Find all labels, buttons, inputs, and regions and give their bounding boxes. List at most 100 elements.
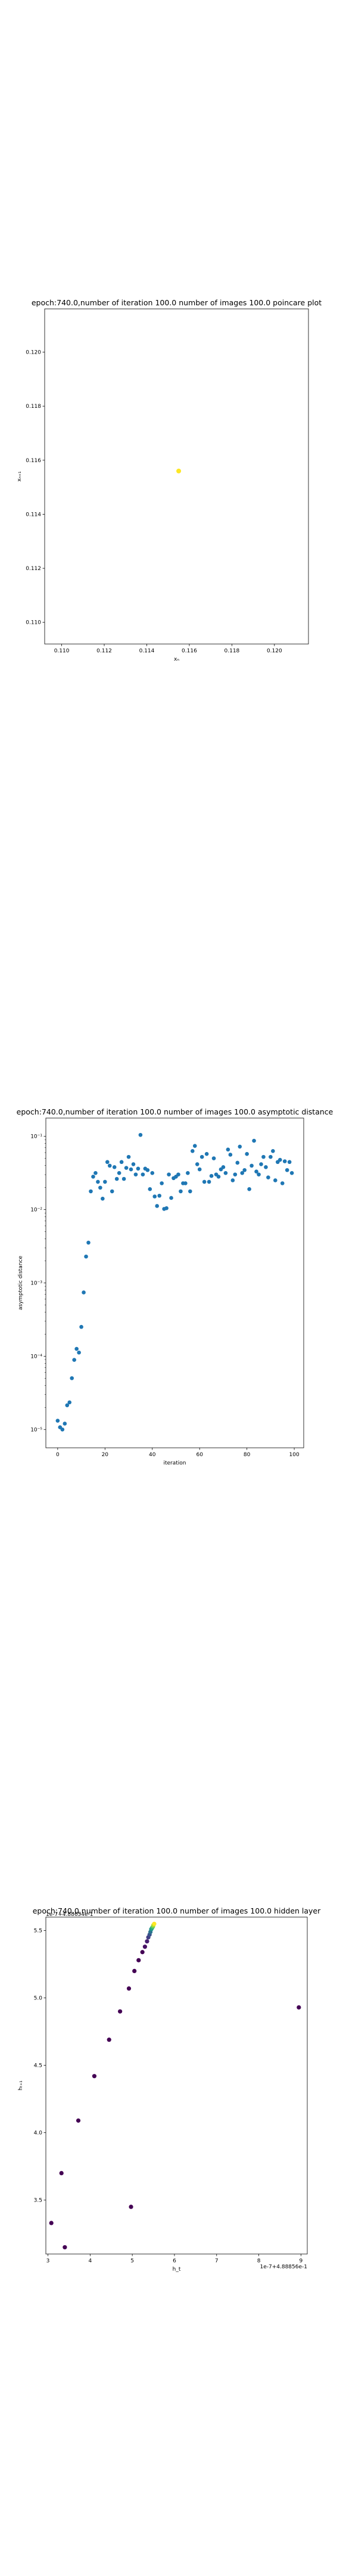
data-point (63, 1422, 67, 1426)
x-tick-label: 20 (102, 1452, 109, 1458)
data-point (216, 1175, 221, 1179)
data-point (63, 2245, 67, 2250)
y-tick-label: 0.114 (26, 512, 41, 518)
y-tick-label: 0.116 (26, 458, 41, 464)
data-point (297, 2005, 301, 2010)
data-point (86, 1240, 91, 1245)
data-point (176, 468, 182, 473)
data-point (285, 1168, 289, 1172)
data-point (199, 1154, 204, 1159)
x-axis-label: xₙ (174, 657, 179, 662)
data-point (136, 1958, 141, 1962)
data-point (70, 1376, 74, 1380)
data-point (107, 1163, 112, 1168)
asymptotic-distance-plot: 0 20 40 60 80 100 10⁻⁵ 10⁻⁴ 10⁻³ 10⁻² 10⁻¹ epoch:74… (17, 1107, 333, 1466)
data-point (79, 1324, 83, 1329)
x-tick-label: 6 (173, 2258, 176, 2264)
data-point (242, 1168, 247, 1172)
data-point (77, 1350, 81, 1355)
data-point (84, 1254, 88, 1259)
poincare-plot: 0.110 0.112 0.114 0.116 0.118 0.120 0.110 0.112… (17, 298, 322, 662)
chart-title: epoch:740.0,number of iteration 100.0 nu… (17, 1107, 333, 1116)
data-point (131, 1162, 136, 1166)
data-point (92, 2074, 97, 2079)
data-point (271, 1149, 275, 1153)
x-tick-label: 0.118 (224, 648, 240, 654)
x-tick-label: 8 (257, 2258, 261, 2264)
data-point (145, 1939, 149, 1944)
data-point (103, 1179, 107, 1184)
x-tick-label: 9 (300, 2258, 303, 2264)
data-point (107, 2038, 111, 2042)
data-point (264, 1165, 268, 1169)
data-point (209, 1174, 214, 1178)
y-offset-text: 1e-7+4.88654e-1 (46, 1912, 93, 1918)
x-tick-label: 40 (149, 1452, 156, 1458)
data-point (60, 1427, 65, 1432)
data-point (117, 1171, 121, 1175)
data-point (105, 1160, 110, 1165)
data-point (183, 1181, 188, 1185)
data-point (110, 1189, 114, 1194)
data-point (72, 1358, 76, 1362)
x-tick-label: 5 (130, 2258, 134, 2264)
data-point (169, 1196, 173, 1200)
data-point (247, 1187, 251, 1191)
y-tick-label: 10⁻³ (30, 1281, 42, 1287)
data-point (238, 1144, 242, 1149)
data-point (287, 1160, 292, 1165)
y-tick-label: 10⁻⁵ (30, 1427, 42, 1433)
y-axis-label: xₙ₊₁ (17, 471, 23, 482)
x-tick-label: 100 (289, 1452, 300, 1458)
y-tick-label: 10⁻⁴ (30, 1354, 42, 1360)
data-point (93, 1171, 98, 1175)
data-point (273, 1178, 277, 1182)
data-point (114, 1176, 119, 1181)
x-tick-label: 0.114 (139, 648, 155, 654)
data-point (49, 2221, 54, 2225)
x-tick-label: 7 (215, 2258, 219, 2264)
data-point (261, 1154, 266, 1159)
data-point (277, 1157, 282, 1162)
x-tick-label: 0.120 (267, 648, 282, 654)
data-point (67, 1400, 72, 1405)
x-tick-label: 80 (244, 1452, 251, 1458)
y-tick-label: 4.5 (34, 2063, 42, 2069)
hidden-layer-plot: 3 4 5 6 7 8 9 3.5 4.0 4.5 5.0 5.5 epoch:740.0,number… (18, 1906, 321, 2272)
data-point (280, 1181, 285, 1185)
data-point (221, 1165, 226, 1169)
data-point (136, 1166, 141, 1171)
data-point (167, 1172, 171, 1176)
x-tick-label: 60 (196, 1452, 203, 1458)
y-tick-label: 10⁻² (30, 1208, 42, 1213)
y-tick-label: 0.120 (26, 350, 41, 356)
x-tick-label: 0.116 (182, 648, 197, 654)
data-point (289, 1171, 294, 1175)
data-point (226, 1147, 230, 1152)
data-point (252, 1138, 256, 1143)
x-tick-label: 0.110 (54, 648, 70, 654)
data-point (176, 1172, 180, 1176)
data-point (228, 1153, 233, 1157)
y-axis-label: hₜ₊₁ (18, 2080, 24, 2091)
data-point (230, 1178, 235, 1182)
data-point (82, 1290, 86, 1295)
plot-frame-3 (45, 1916, 308, 2255)
data-point (211, 1156, 216, 1160)
y-tick-label: 5.5 (34, 1928, 42, 1934)
data-point (152, 1921, 157, 1926)
data-point (119, 1160, 124, 1165)
data-point (160, 1181, 164, 1185)
x-tick-label: 0 (56, 1452, 60, 1458)
data-point (112, 1165, 117, 1169)
data-point (192, 1144, 197, 1148)
data-point (101, 1196, 105, 1201)
chart-title: epoch:740.0,number of iteration 100.0 nu… (33, 1906, 321, 1915)
data-point (74, 1346, 79, 1351)
data-point (250, 1163, 254, 1168)
data-point (129, 2205, 133, 2209)
data-point (150, 1171, 155, 1175)
data-point (204, 1151, 209, 1156)
plot-frame-1 (44, 308, 309, 645)
